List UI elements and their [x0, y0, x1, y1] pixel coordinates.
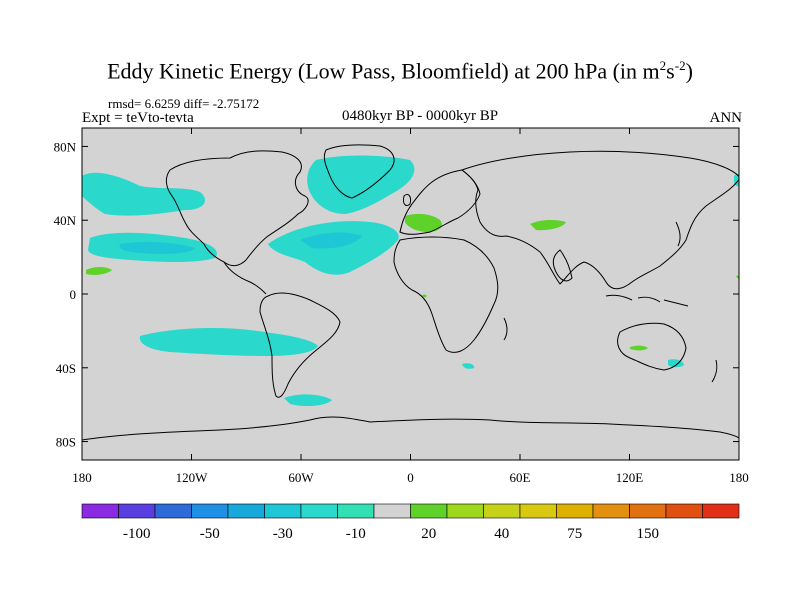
- x-tick-label: 0: [407, 470, 414, 485]
- y-tick-label: 80S: [56, 435, 76, 450]
- experiment-label: Expt = teVto-tevta: [82, 110, 194, 126]
- anomaly-region-south-indian: [462, 363, 475, 369]
- anomaly-region-drake: [284, 394, 332, 407]
- y-tick-label: 40N: [54, 213, 77, 228]
- season-label: ANN: [709, 110, 743, 126]
- x-tick-label: 180: [72, 470, 92, 485]
- colorbar-swatch: [592, 503, 630, 519]
- colorbar-swatch: [519, 503, 557, 519]
- anomaly-region-central-australia: [630, 345, 648, 351]
- colorbar-swatch: [702, 503, 740, 519]
- colorbar-swatch: [337, 503, 375, 519]
- coastline-asia: [460, 150, 739, 290]
- colorbar-swatch: [483, 503, 521, 519]
- colorbar-swatch: [191, 503, 229, 519]
- colorbar-swatch: [665, 503, 703, 519]
- anomaly-region-mediterranean: [405, 213, 442, 232]
- rmsd-diff-stats: rmsd= 6.6259 diff= -2.75172: [108, 96, 260, 111]
- colorbar-label: -30: [273, 526, 293, 542]
- colorbar-label: 40: [494, 526, 509, 542]
- colorbar-swatch: [154, 503, 192, 519]
- coastline-australia: [617, 322, 687, 371]
- x-tick-label: 60W: [288, 470, 314, 485]
- colorbar-swatch: [556, 503, 594, 519]
- colorbar-label: -100: [123, 526, 151, 542]
- colorbar-swatch: [629, 503, 667, 519]
- coastline-indonesia: [605, 294, 689, 307]
- colorbar-label: 150: [637, 526, 660, 542]
- axis-ticks: 180 120W 60W 0 60E 120E 180 80N 40N 0 40S 80S: [54, 128, 749, 485]
- y-tick-label: 0: [70, 287, 77, 302]
- anomaly-region-north-atlantic-inner: [300, 232, 362, 249]
- anomaly-region-greenland: [307, 155, 415, 214]
- coastline-greenland: [323, 144, 395, 199]
- coastline-africa: [393, 236, 499, 353]
- anomaly-region-south-pacific: [139, 328, 318, 356]
- coastline-antarctica: [82, 416, 739, 441]
- colorbar-swatch: [446, 503, 484, 519]
- coastline-india: [552, 249, 573, 282]
- coastline-central-america: [223, 261, 267, 295]
- coastline-south-america: [259, 292, 341, 398]
- anomaly-region-central-pacific: [86, 267, 112, 275]
- colorbar-swatch: [410, 503, 448, 519]
- colorbar-swatch: [118, 503, 156, 519]
- anomaly-region-subtropical-pacific-inner: [119, 241, 195, 254]
- colorbar-label: -50: [200, 526, 220, 542]
- map-title: Eddy Kinetic Energy (Low Pass, Bloomfiel…: [107, 58, 693, 84]
- anomaly-region-far-east: [734, 173, 739, 187]
- coastline-japan: [675, 221, 681, 247]
- coastline-new-zealand: [711, 359, 718, 383]
- x-tick-label: 120W: [176, 470, 209, 485]
- coastline-uk: [403, 193, 411, 207]
- coastline-madagascar: [503, 317, 508, 341]
- period-label: 0480kyr BP - 0000kyr BP: [341, 108, 499, 124]
- map-background: [82, 128, 739, 460]
- colorbar-label: 75: [567, 526, 582, 542]
- anomaly-fields: [82, 155, 739, 407]
- coastlines: [82, 144, 739, 441]
- colorbar-swatch: [227, 503, 265, 519]
- colorbar-label: 20: [421, 526, 436, 542]
- anomaly-region-north-atlantic: [268, 221, 399, 275]
- colorbar-label: -10: [346, 526, 366, 542]
- colorbar-swatch: [264, 503, 302, 519]
- x-tick-label: 120E: [616, 470, 644, 485]
- x-tick-label: 60E: [510, 470, 531, 485]
- x-tick-label: 180: [729, 470, 749, 485]
- anomaly-region-central-asia: [530, 219, 566, 231]
- coastline-north-america: [165, 150, 309, 267]
- colorbar: -100 -50 -30 -10 20 40 75 150: [81, 503, 740, 542]
- colorbar-swatch: [81, 503, 119, 519]
- colorbar-swatch: [373, 503, 411, 519]
- y-tick-label: 40S: [56, 361, 76, 376]
- anomaly-region-east-edge: [736, 275, 739, 279]
- colorbar-swatch: [300, 503, 338, 519]
- anomaly-region-north-pacific: [82, 172, 205, 216]
- y-tick-label: 80N: [54, 139, 77, 154]
